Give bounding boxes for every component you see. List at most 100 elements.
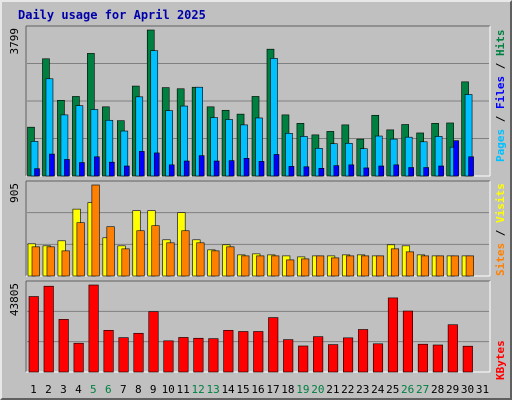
kbytes-bar [178,337,189,373]
x-tick-label: 27 [416,383,429,396]
legend-hits: Hits [494,30,507,57]
pages-bar [258,161,265,177]
sites-bar [346,255,355,277]
kbytes-bar [163,340,174,373]
pages-bar [468,156,474,177]
pages-bar [124,165,130,177]
x-tick-label: 17 [266,383,279,396]
legend-files: Files [494,76,507,109]
x-tick-label: 28 [431,383,444,396]
sites-bar [31,246,40,277]
x-tick-label: 19 [296,383,309,396]
sites-bar [121,248,130,277]
x-tick-label: 22 [341,383,354,396]
sites-bar [136,230,145,277]
kbytes-bar [88,284,99,373]
pages-bar [363,167,370,177]
kbytes-bar [328,344,339,373]
sites-bar [331,257,340,277]
sites-bar [61,250,70,277]
kbytes-bar [417,343,428,373]
sites-bar [435,255,444,277]
kbytes-bar [462,345,473,373]
x-tick-label: 4 [75,383,82,396]
pages-bar [453,140,459,177]
x-tick-label: 24 [371,383,385,396]
pages-bar [333,165,340,177]
sites-bar [360,255,370,277]
x-tick-label: 10 [162,383,175,396]
pages-bar [378,165,385,177]
pages-bar [213,160,220,177]
pages-bar [138,151,145,177]
legend-kbytes: KBytes [494,340,507,380]
pages-bar [408,167,414,177]
kbytes-bar [253,331,264,373]
legend-kbytes: KBytes [494,340,507,380]
kbytes-bar [193,337,204,373]
kbytes-bar [238,331,249,373]
pages-bar [273,154,280,177]
x-tick-label: 14 [221,383,235,396]
legend-sites: Sites [494,243,507,276]
x-tick-label: 15 [236,383,249,396]
kbytes-bar [372,343,384,373]
pages-bar [288,166,295,177]
kbytes-bar [223,329,234,373]
legend-separator: / [494,56,507,76]
kbytes-bar [28,296,39,373]
x-tick-label: 3 [60,383,67,396]
pages-bar [393,164,400,177]
pages-bar [183,160,190,177]
x-tick-label: 7 [120,383,127,396]
visits-panel-ymax-label: 905 [8,183,21,203]
sites-bar [465,255,474,277]
sites-bar [256,255,265,277]
x-tick-label: 9 [150,383,157,396]
x-tick-label: 1 [30,383,37,396]
pages-bar [153,152,160,177]
pages-bar [34,168,40,177]
x-tick-label: 5 [90,383,97,396]
pages-bar [438,165,444,177]
x-tick-label: 18 [281,383,294,396]
legend-sites-visits: Sites / Visits [494,183,507,276]
sites-bar [405,251,414,277]
x-tick-label: 21 [326,383,339,396]
sites-bar [241,255,250,277]
kbytes-bar [387,297,399,373]
pages-bar [243,158,250,177]
pages-bar [64,159,70,177]
kbytes-bar [343,337,354,373]
kbytes-bar [402,310,413,373]
sites-bar [211,250,220,277]
x-tick-label: 12 [192,383,205,396]
kbytes-bar [58,319,69,373]
pages-bar [49,153,55,177]
kbytes-bar [118,337,129,373]
kbytes-bar [43,285,54,373]
pages-bar [228,160,235,177]
x-tick-label: 6 [105,383,112,396]
kbytes-bar [357,329,369,373]
legend-separator: / [494,109,507,129]
sites-bar [390,248,400,277]
pages-bar [109,161,115,177]
x-tick-label: 29 [446,383,459,396]
x-tick-label: 8 [135,383,142,396]
pages-bar [423,167,429,177]
kbytes-bar [73,342,84,373]
kbytes-bar [298,345,309,373]
legend-hits-files-pages: Pages / Files / Hits [494,30,507,163]
sites-bar [106,226,115,277]
x-tick-label: 13 [206,383,219,396]
kbytes-bar [133,332,144,373]
kbytes-bar [313,336,324,373]
sites-bar [46,246,55,277]
x-tick-label: 23 [356,383,369,396]
x-tick-label: 16 [251,383,264,396]
sites-bar [375,255,385,277]
pages-bar [348,164,355,177]
chart-title: Daily usage for April 2025 [18,8,206,22]
